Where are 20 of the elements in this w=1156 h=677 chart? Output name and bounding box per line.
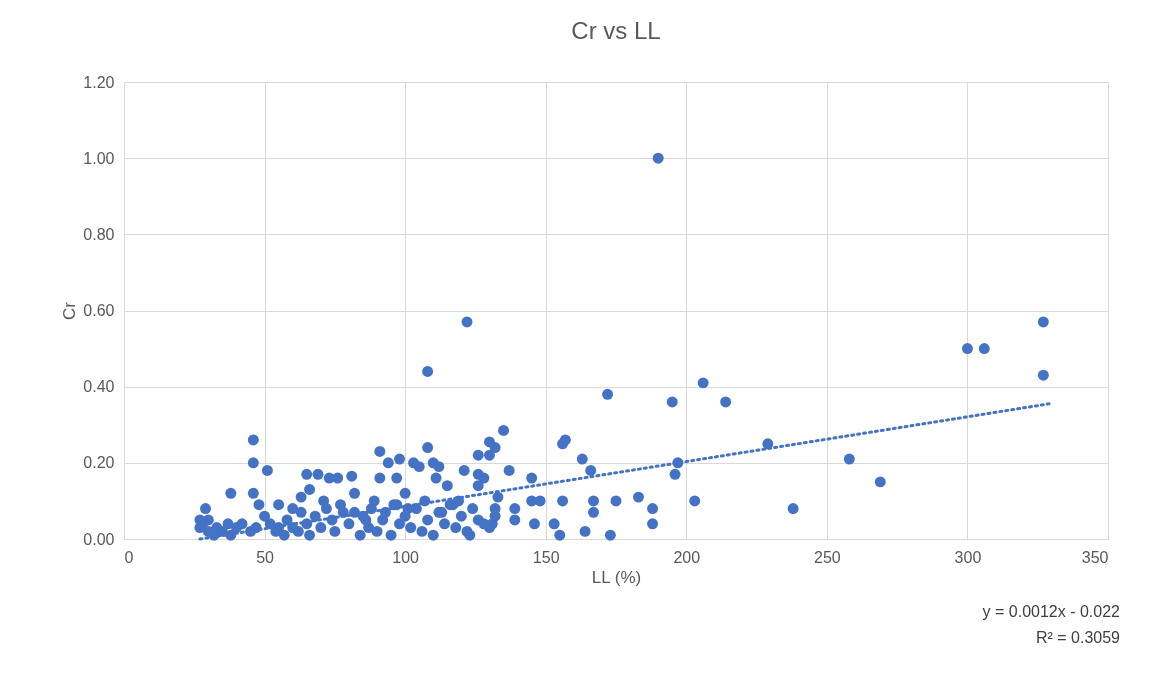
x-tick-label: 200: [673, 548, 701, 566]
x-tick-label: 100: [392, 548, 420, 566]
x-tick-label: 300: [954, 548, 982, 566]
y-tick-label: 1.20: [83, 73, 115, 91]
x-tick-label: 150: [532, 548, 560, 566]
text: R² = 0.3059: [1035, 629, 1121, 646]
y-tick-label: 0.60: [83, 302, 115, 319]
y-tick-label: 0.40: [83, 378, 115, 396]
y-tick-label: 0.20: [83, 454, 115, 472]
x-tick-label: 0: [124, 548, 134, 566]
y-axis-title: Cr: [60, 301, 80, 320]
text: y = 0.0012x - 0.022: [982, 603, 1121, 620]
y-tick-label: 0.80: [83, 225, 115, 243]
x-tick-label: 350: [1081, 548, 1109, 566]
x-tick-label: 250: [814, 548, 841, 566]
y-tick-label: 0.00: [83, 530, 115, 548]
chart-title: Cr vs LL: [571, 17, 661, 44]
x-tick-label: 50: [256, 548, 275, 566]
x-axis-title: LL (%): [591, 567, 642, 587]
y-tick-label: 1.00: [83, 149, 115, 167]
